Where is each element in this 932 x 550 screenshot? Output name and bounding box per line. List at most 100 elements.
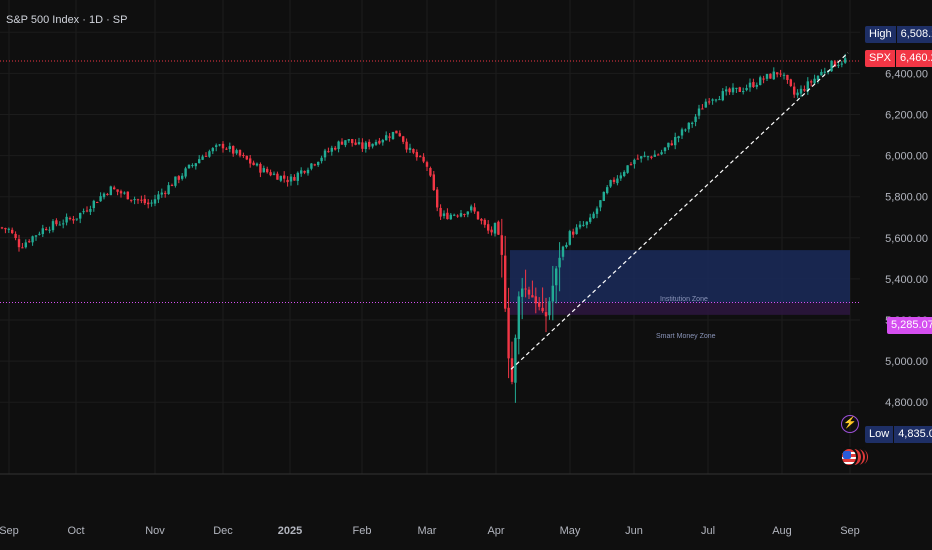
lightning-icon[interactable]: ⚡ [841,415,859,433]
candle-body [140,199,143,201]
candle-body [395,130,398,134]
candle-body [776,72,779,75]
candle-body [772,71,775,80]
candle-body [344,140,347,146]
candle-body [446,212,449,220]
candle-body [796,92,799,96]
candle-body [351,139,354,144]
candle-body [334,147,337,150]
spx-label: SPX [869,52,892,64]
candle-body [449,214,452,220]
candle-body [687,122,690,130]
candle-body [806,81,809,92]
x-tick-label: May [560,525,581,537]
candle-body [721,91,724,101]
candle-body [354,142,357,145]
candle-body [153,199,157,204]
candle-body [327,151,330,153]
us-flag-icon[interactable] [840,447,870,469]
candle-body [269,172,272,176]
candle-body [782,74,786,76]
candle-body [252,162,255,166]
candle-body [759,77,762,86]
candle-body [232,145,235,154]
candle-body [204,155,208,157]
x-tick-label: Oct [67,525,84,537]
candle-body [551,285,554,302]
x-tick-label: Sep [0,525,19,537]
candle-body [218,144,221,146]
candle-body [422,156,425,162]
candle-body [459,213,463,217]
candle-body [735,87,738,89]
candle-body [364,142,367,150]
candle-body [830,60,833,72]
candle-body [85,210,89,212]
candle-body [357,142,361,145]
candle-body [170,185,174,187]
candle-body [568,231,571,245]
candle-body [177,176,180,180]
candle-body [463,213,466,215]
smart-money-zone [510,302,850,315]
candle-body [337,141,340,150]
candle-body [606,187,609,194]
candle-body [643,155,646,157]
y-tick-label: 5,600.00 [885,233,928,245]
candle-body [575,227,578,235]
candle-body [837,64,840,66]
candle-body [619,175,622,179]
candle-body [765,73,769,79]
candle-body [439,207,442,217]
candle-body [561,246,565,257]
candle-body [136,199,140,201]
x-tick-label: Jun [625,525,643,537]
candle-body [799,88,803,94]
candle-body [544,312,548,317]
candle-body [272,173,276,175]
candle-body [616,178,619,184]
candle-body [347,139,350,141]
spx-value: 6,460.25 [895,50,932,67]
candle-body [429,168,432,176]
institution-zone-label: Institution Zone [660,296,708,303]
candle-body [419,156,422,158]
candle-body [211,148,214,152]
candle-body [470,206,473,211]
symbol-title[interactable]: S&P 500 Index · 1D · SP [6,14,128,26]
candle-body [119,191,123,194]
candle-body [157,194,160,200]
candle-body [718,99,721,101]
candle-body [755,84,758,87]
candle-body [810,81,813,83]
candle-body [589,217,592,222]
smart-money-zone-label: Smart Money Zone [656,333,716,340]
candle-body [215,145,218,147]
candle-body [62,223,65,225]
candle-body [555,268,558,286]
candle-body [102,193,106,198]
candle-body [113,187,116,190]
candle-body [11,229,14,234]
candle-body [38,233,41,235]
candle-body [99,196,102,202]
candle-body [45,228,48,231]
candle-body [374,141,378,145]
candle-body [116,189,119,192]
candle-body [4,228,7,230]
candle-body [524,288,527,290]
candle-body [48,229,51,231]
candle-body [293,177,296,181]
level-badge: 5,285.07 [887,317,932,334]
candle-body [191,165,194,167]
institution-zone [510,250,850,303]
candle-body [786,74,789,81]
candle-body [388,136,391,138]
low-value: 4,835.04 [893,426,932,443]
candle-body [640,156,643,159]
candle-body [320,157,323,162]
candle-body [684,129,687,131]
high-value: 6,508.23 [895,26,932,43]
